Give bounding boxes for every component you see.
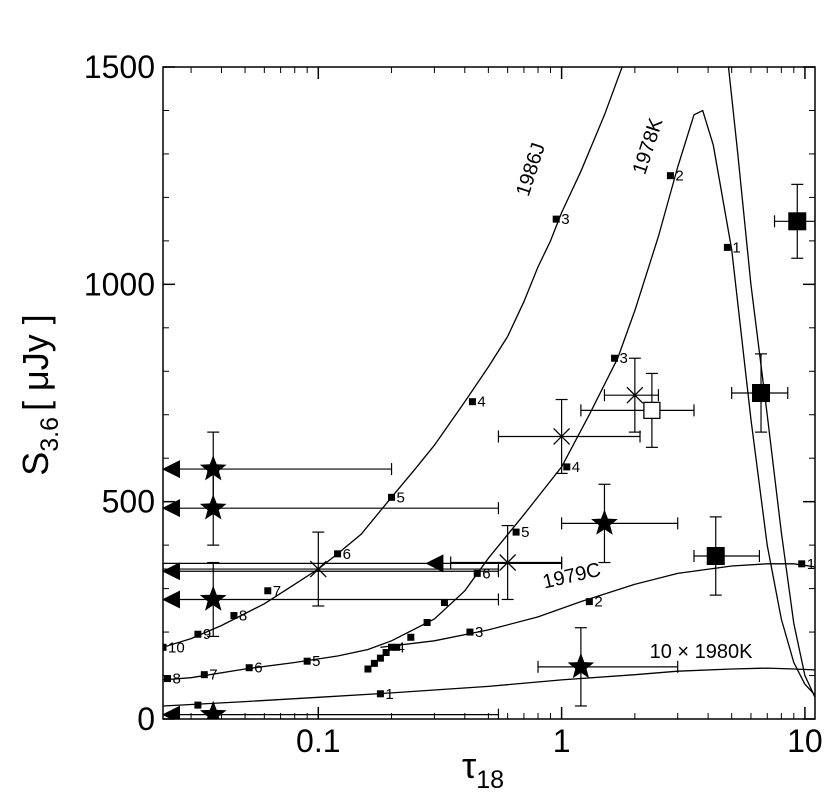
y-tick-label: 1000 [84, 266, 155, 302]
curve-marker-label: 6 [254, 660, 262, 677]
cross-marker [499, 554, 517, 571]
curve-marker-label: 6 [482, 565, 490, 582]
curve-marker [393, 643, 401, 651]
curve-marker-label: 1 [732, 239, 740, 256]
open-square-marker [643, 401, 661, 420]
x-axis-title: τ18 [462, 745, 504, 794]
curve-marker [376, 690, 384, 698]
curve-marker [440, 599, 448, 607]
filled-square-marker [788, 212, 807, 231]
curve-marker [364, 665, 372, 673]
curve-marker [264, 587, 272, 595]
star-marker [591, 509, 618, 535]
curve-marker [585, 598, 593, 606]
curve-3 [163, 667, 815, 707]
curve-marker-label: 7 [209, 667, 217, 684]
plot-frame [162, 66, 816, 720]
curve-marker [194, 630, 202, 638]
curve-marker-label: 5 [521, 524, 529, 541]
x-axis-symbol: τ [462, 745, 476, 786]
curve-marker [303, 657, 311, 665]
curve-marker [370, 659, 378, 667]
curve-label: 10 × 1980K [650, 641, 754, 663]
y-tick-label: 0 [137, 701, 155, 737]
triangle-marker [163, 705, 180, 719]
star-marker [199, 700, 227, 719]
curve-marker [611, 354, 619, 362]
triangle-marker [163, 499, 180, 518]
axis-ticks [163, 66, 815, 720]
triangle-marker [163, 590, 180, 609]
curve-marker-label: 3 [561, 211, 569, 228]
curve-marker-label: 3 [620, 350, 628, 367]
curve-marker-label: 2 [594, 594, 602, 611]
curve-1 [163, 109, 815, 696]
curve-marker [666, 172, 674, 180]
curve-marker [512, 528, 520, 536]
curve-marker [382, 648, 390, 656]
star-marker [567, 652, 595, 679]
x-axis-subscript: 18 [476, 766, 504, 794]
curve-marker-label: 10 [168, 639, 185, 656]
curve-marker-label: 1 [385, 686, 393, 703]
cross-marker [626, 386, 644, 404]
curve-marker-label: 4 [572, 459, 580, 476]
y-axis-symbol: S [15, 452, 56, 476]
y-tick-label: 1500 [84, 49, 155, 85]
cross-marker [553, 428, 571, 445]
star-marker [199, 455, 227, 481]
cross-marker [309, 560, 327, 578]
curve-label: 1986J [512, 140, 550, 199]
curve-marker [407, 633, 415, 641]
curve-0 [163, 67, 623, 648]
axis-tick-labels: 0 500 1000 1500 0.1 1 10 [84, 49, 823, 759]
curve-marker-label: 4 [397, 639, 405, 656]
x-tick-label: 10 [787, 723, 823, 759]
curve-marker [230, 612, 238, 620]
curve-4 [727, 67, 815, 698]
curve-marker-label: 5 [312, 653, 320, 670]
curve-marker [423, 619, 431, 627]
curve-marker-label: 1 [807, 556, 815, 573]
curve-marker-label: 9 [203, 626, 211, 643]
x-tick-label: 1 [553, 723, 571, 759]
curve-marker [563, 463, 571, 471]
curve-marker [473, 569, 481, 577]
curve-marker-label: 2 [675, 168, 683, 185]
filled-square-marker [752, 384, 771, 402]
curve-marker [163, 643, 167, 651]
curve-marker [388, 493, 396, 501]
curve-label: 1978K [629, 115, 668, 177]
curve-marker [194, 701, 202, 709]
curve-marker-label: 6 [343, 546, 351, 563]
x-tick-label: 0.1 [296, 723, 340, 759]
curve-marker [334, 550, 342, 558]
curve-marker-label: 3 [475, 624, 483, 641]
curve-marker [200, 671, 208, 679]
triangle-marker [163, 460, 180, 479]
y-axis-subscript: 3.6 [36, 417, 64, 452]
y-axis-title: S3.6 [ μJy ] [15, 314, 64, 476]
curve-marker-label: 5 [397, 489, 405, 506]
y-axis-unit: [ μJy ] [15, 314, 56, 411]
curve-marker [466, 628, 474, 636]
y-tick-label: 500 [102, 484, 155, 520]
curve-marker [388, 643, 396, 651]
filled-square-marker [706, 547, 725, 565]
curve-marker-label: 4 [477, 394, 485, 411]
curve-marker [552, 215, 560, 223]
curve-marker [245, 664, 253, 672]
curve-marker-label: 7 [273, 583, 281, 600]
curve-marker [798, 560, 806, 568]
curve-marker [163, 675, 171, 683]
curve-marker [468, 398, 476, 406]
curve-marker [376, 654, 384, 662]
curve-marker [723, 243, 731, 251]
curve-marker-label: 8 [172, 671, 180, 688]
curve-marker-label: 8 [239, 608, 247, 625]
